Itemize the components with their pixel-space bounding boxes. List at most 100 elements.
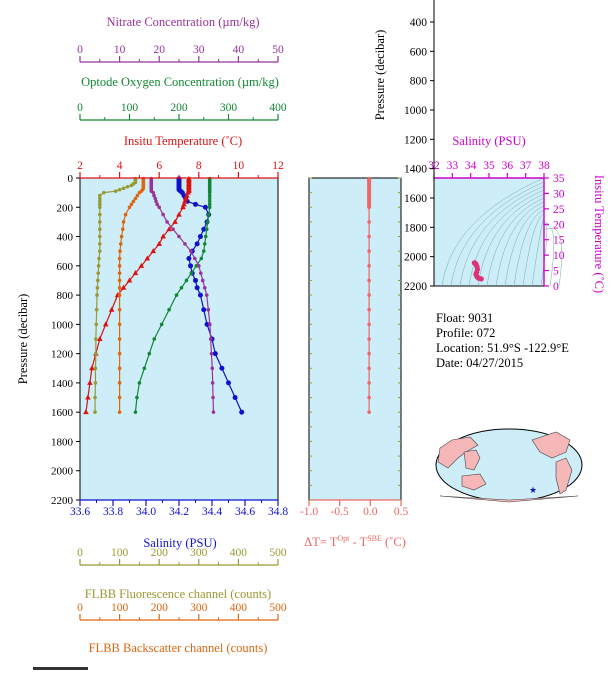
flbb-fluorescence-channel-point <box>93 381 98 385</box>
flbb-fluorescence-channel-point <box>98 249 102 253</box>
ts-temperature-tick-label: 5 <box>553 266 559 278</box>
optode-oxygen-concentration-point <box>159 322 164 327</box>
pressure-tick-label: 1000 <box>51 319 74 331</box>
ts-pressure-tick-label: 800 <box>410 76 428 88</box>
pressure-tick-label: 200 <box>57 202 74 214</box>
delta-t-point <box>367 249 371 253</box>
oxygen-tick-label: 200 <box>170 102 188 114</box>
flbb-fluorescence-channel-point <box>95 285 100 290</box>
oxygen-tick-label: 300 <box>220 102 238 114</box>
salinity-point <box>212 351 218 357</box>
ts-salinity-tick-label: 35 <box>483 160 495 172</box>
optode-oxygen-concentration-point <box>207 190 212 195</box>
nitrate-tick-label: 20 <box>153 44 165 56</box>
nitrate-concentration-point <box>153 196 158 201</box>
ts-salinity-tick-label: 36 <box>502 160 514 172</box>
backscatter-tick-label: 0 <box>77 602 83 614</box>
ts-temperature-tick-label: 20 <box>553 219 565 231</box>
optode-oxygen-concentration-point <box>142 366 147 371</box>
fluorescence-tick-label: 100 <box>111 547 129 559</box>
flbb-backscatter-channel-point <box>118 249 122 253</box>
density-contour <box>459 185 545 287</box>
nitrate-concentration-point <box>155 202 160 207</box>
ts-point <box>478 276 484 282</box>
nitrate-concentration-point <box>193 256 197 261</box>
density-contour <box>468 189 545 287</box>
temperature-tick-label: 10 <box>233 160 245 172</box>
salinity-axis-title: Salinity (PSU) <box>143 536 216 550</box>
flbb-fluorescence-channel-point <box>94 337 98 341</box>
flbb-fluorescence-channel-point <box>94 322 99 327</box>
flbb-backscatter-channel-point <box>131 199 136 204</box>
nitrate-concentration-point <box>171 227 175 232</box>
flbb-backscatter-channel-point <box>119 234 124 239</box>
oxygen-tick-label: 0 <box>77 102 83 114</box>
optode-oxygen-concentration-point <box>147 351 152 356</box>
nitrate-concentration-point <box>198 271 203 275</box>
delta-t-point <box>367 190 371 195</box>
nitrate-concentration-point <box>202 285 207 290</box>
ts-pressure-tick-label: 1000 <box>404 105 427 117</box>
ts-pressure-axis-title: Pressure (decibar) <box>373 30 387 121</box>
profile-number: Profile: 072 <box>436 326 495 340</box>
flbb-fluorescence-channel-point <box>98 234 102 239</box>
flbb-fluorescence-channel-point <box>121 186 126 191</box>
flbb-backscatter-channel-point <box>123 212 128 217</box>
nitrate-tick-label: 0 <box>77 44 83 56</box>
delta-t-point <box>367 264 371 268</box>
pressure-tick-label: 400 <box>57 232 74 244</box>
footer-mark <box>33 667 88 670</box>
delta-t-tick-label: -0.5 <box>331 506 349 518</box>
insitu-temperature-point <box>176 211 182 217</box>
delta-t-plot-area <box>308 177 402 501</box>
ts-pressure-tick-label: 1400 <box>404 164 427 176</box>
nitrate-concentration-point <box>211 410 216 414</box>
nitrate-axis-title: Nitrate Concentration (µm/kg) <box>107 15 260 29</box>
nitrate-tick-label: 10 <box>114 44 126 56</box>
salinity-point <box>232 395 238 401</box>
flbb-fluorescence-channel-point <box>95 293 99 297</box>
flbb-fluorescence-channel-point <box>94 307 99 312</box>
salinity-tick-label: 34.2 <box>169 506 189 518</box>
ts-salinity-axis-title: Salinity (PSU) <box>452 134 525 148</box>
optode-oxygen-concentration-point <box>203 234 208 239</box>
float-location-marker: ★ <box>529 485 537 495</box>
delta-t-point <box>367 293 371 297</box>
ts-temperature-axis-title: Insitu Temperature (˚C) <box>592 175 606 293</box>
fluorescence-tick-label: 400 <box>230 547 248 559</box>
density-contour <box>522 213 545 287</box>
ts-salinity-tick-label: 34 <box>465 160 477 172</box>
pressure-tick-label: 0 <box>68 173 74 185</box>
flbb-backscatter-channel-point <box>117 351 122 356</box>
backscatter-axis-title: FLBB Backscatter channel (counts) <box>89 641 268 655</box>
flbb-fluorescence-channel-point <box>96 264 101 268</box>
delta-t-point <box>367 395 371 400</box>
delta-t-point <box>367 366 371 371</box>
density-contour <box>450 181 545 287</box>
flbb-backscatter-channel-point <box>117 264 122 268</box>
flbb-backscatter-channel-point <box>120 227 125 232</box>
insitu-temperature-point <box>150 248 157 254</box>
world-map: ★ <box>435 428 583 503</box>
nitrate-concentration-point <box>210 366 215 371</box>
nitrate-concentration-point <box>183 242 187 246</box>
nitrate-concentration-point <box>165 220 169 224</box>
ts-pressure-tick-label: 2200 <box>404 281 427 293</box>
insitu-temperature-point <box>126 277 133 283</box>
optode-oxygen-concentration-point <box>206 212 211 217</box>
flbb-backscatter-channel-point <box>117 285 122 290</box>
salinity-point <box>193 201 198 207</box>
nitrate-concentration-point <box>208 322 212 327</box>
salinity-tick-label: 34.4 <box>202 506 222 518</box>
salinity-tick-label: 34.6 <box>235 506 255 518</box>
location: Location: 51.9°S -122.9°E <box>436 341 569 355</box>
pressure-tick-label: 2000 <box>51 466 74 478</box>
optode-oxygen-concentration-point <box>202 242 207 246</box>
flbb-fluorescence-channel-point <box>98 193 102 198</box>
nitrate-concentration-point <box>197 264 201 268</box>
flbb-backscatter-channel-point <box>121 220 126 224</box>
nitrate-concentration-point <box>157 205 161 210</box>
optode-oxygen-concentration-point <box>135 395 139 400</box>
salinity-point <box>204 321 210 327</box>
delta-t-point <box>367 410 371 414</box>
